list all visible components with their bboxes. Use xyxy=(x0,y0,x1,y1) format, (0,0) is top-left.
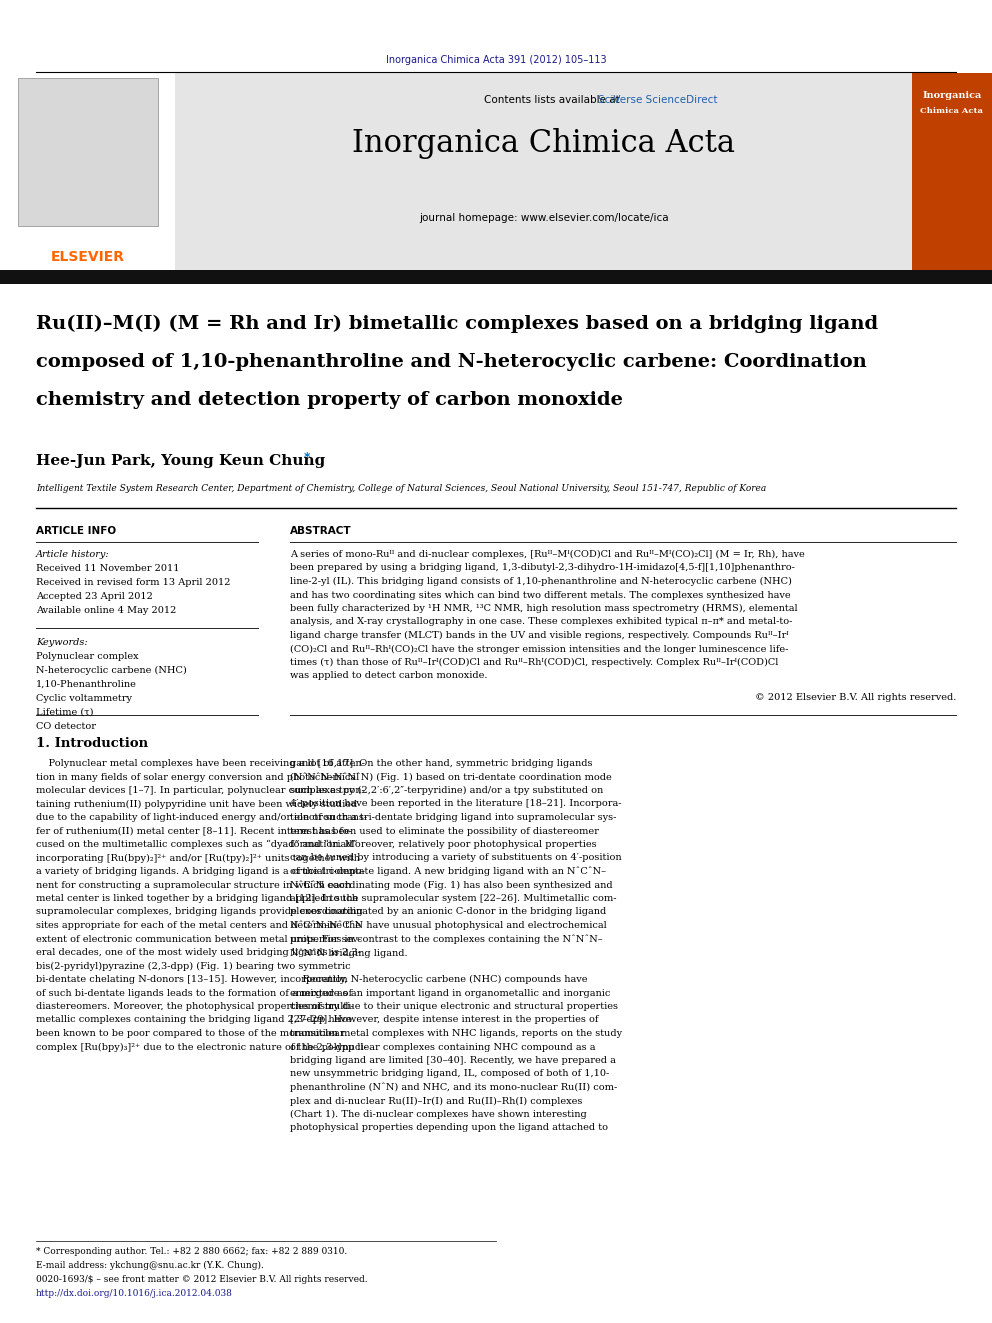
Text: bi-dentate chelating N-donors [13–15]. However, incorporation: bi-dentate chelating N-donors [13–15]. H… xyxy=(36,975,347,984)
Text: Inorganica Chimica Acta 391 (2012) 105–113: Inorganica Chimica Acta 391 (2012) 105–1… xyxy=(386,56,606,65)
Text: Polynuclear metal complexes have been receiving a lot of atten-: Polynuclear metal complexes have been re… xyxy=(36,759,365,767)
Text: Available online 4 May 2012: Available online 4 May 2012 xyxy=(36,606,177,615)
Text: properties in contrast to the complexes containing the NˆNˆN–: properties in contrast to the complexes … xyxy=(290,934,602,945)
Text: Received in revised form 13 April 2012: Received in revised form 13 April 2012 xyxy=(36,578,230,587)
Text: Inorganica Chimica Acta: Inorganica Chimica Acta xyxy=(352,128,735,159)
Text: Ru(II)–M(I) (M = Rh and Ir) bimetallic complexes based on a bridging ligand: Ru(II)–M(I) (M = Rh and Ir) bimetallic c… xyxy=(36,315,878,333)
Text: of the polynuclear complexes containing NHC compound as a: of the polynuclear complexes containing … xyxy=(290,1043,595,1052)
Text: due to the capability of light-induced energy and/or electron trans-: due to the capability of light-induced e… xyxy=(36,814,367,822)
Text: CO detector: CO detector xyxy=(36,722,96,732)
Text: molecular devices [1–7]. In particular, polynuclear complexes con-: molecular devices [1–7]. In particular, … xyxy=(36,786,365,795)
Text: of such bi-dentate ligands leads to the formation of a mixture of: of such bi-dentate ligands leads to the … xyxy=(36,988,352,998)
Text: Recently, N-heterocyclic carbene (NHC) compounds have: Recently, N-heterocyclic carbene (NHC) c… xyxy=(290,975,587,984)
Text: nent for constructing a supramolecular structure in which each: nent for constructing a supramolecular s… xyxy=(36,881,351,889)
Text: been prepared by using a bridging ligand, 1,3-dibutyl-2,3-dihydro-1H-imidazo[4,5: been prepared by using a bridging ligand… xyxy=(290,564,795,573)
Text: NˆCˆN–NˆCˆN have unusual photophysical and electrochemical: NˆCˆN–NˆCˆN have unusual photophysical a… xyxy=(290,921,607,930)
Text: (CO)₂Cl and Ruᴵᴵ–Rhᴵ(CO)₂Cl have the stronger emission intensities and the longe: (CO)₂Cl and Ruᴵᴵ–Rhᴵ(CO)₂Cl have the str… xyxy=(290,644,789,654)
Text: taining ruthenium(II) polypyridine unit have been widely studied: taining ruthenium(II) polypyridine unit … xyxy=(36,799,357,808)
Text: transition metal complexes with NHC ligands, reports on the study: transition metal complexes with NHC liga… xyxy=(290,1029,622,1039)
Bar xyxy=(18,78,158,226)
Text: SciVerse ScienceDirect: SciVerse ScienceDirect xyxy=(598,95,718,105)
Text: ABSTRACT: ABSTRACT xyxy=(290,527,351,536)
Text: N-heterocyclic carbene (NHC): N-heterocyclic carbene (NHC) xyxy=(36,665,186,675)
Text: and has two coordinating sites which can bind two different metals. The complexe: and has two coordinating sites which can… xyxy=(290,590,791,599)
Text: line-2-yl (IL). This bridging ligand consists of 1,10-phenanthroline and N-heter: line-2-yl (IL). This bridging ligand con… xyxy=(290,577,792,586)
Text: metallic complexes containing the bridging ligand 2,3-dpp have: metallic complexes containing the bridgi… xyxy=(36,1016,351,1024)
Text: photophysical properties depending upon the ligand attached to: photophysical properties depending upon … xyxy=(290,1123,608,1132)
Text: journal homepage: www.elsevier.com/locate/ica: journal homepage: www.elsevier.com/locat… xyxy=(419,213,669,224)
Text: emerged as an important ligand in organometallic and inorganic: emerged as an important ligand in organo… xyxy=(290,988,610,998)
Text: ARTICLE INFO: ARTICLE INFO xyxy=(36,527,116,536)
Text: such as a tpy (2,2′:6′,2″-terpyridine) and/or a tpy substituted on: such as a tpy (2,2′:6′,2″-terpyridine) a… xyxy=(290,786,603,795)
Text: eral decades, one of the most widely used bridging ligands is 2,3-: eral decades, one of the most widely use… xyxy=(36,949,361,957)
Text: diastereomers. Moreover, the photophysical properties of multi-: diastereomers. Moreover, the photophysic… xyxy=(36,1002,353,1011)
Text: cused on the multimetallic complexes such as “dyad” and “triad”: cused on the multimetallic complexes suc… xyxy=(36,840,357,849)
Text: chemistry and detection property of carbon monoxide: chemistry and detection property of carb… xyxy=(36,392,623,409)
Text: ligand charge transfer (MLCT) bands in the UV and visible regions, respectively.: ligand charge transfer (MLCT) bands in t… xyxy=(290,631,789,640)
Text: NˆNˆN bridging ligand.: NˆNˆN bridging ligand. xyxy=(290,949,408,958)
Text: complex [Ru(bpy)₃]²⁺ due to the electronic nature of the 2,3-dpp li-: complex [Ru(bpy)₃]²⁺ due to the electron… xyxy=(36,1043,367,1052)
Text: http://dx.doi.org/10.1016/j.ica.2012.04.038: http://dx.doi.org/10.1016/j.ica.2012.04.… xyxy=(36,1289,233,1298)
Text: ELSEVIER: ELSEVIER xyxy=(51,250,125,265)
Text: fer of ruthenium(II) metal center [8–11]. Recent interest has fo-: fer of ruthenium(II) metal center [8–11]… xyxy=(36,827,352,836)
Text: new unsymmetric bridging ligand, IL, composed of both of 1,10-: new unsymmetric bridging ligand, IL, com… xyxy=(290,1069,609,1078)
Text: (Chart 1). The di-nuclear complexes have shown interesting: (Chart 1). The di-nuclear complexes have… xyxy=(290,1110,586,1119)
Text: Contents lists available at: Contents lists available at xyxy=(483,95,623,105)
Text: been fully characterized by ¹H NMR, ¹³C NMR, high resolution mass spectrometry (: been fully characterized by ¹H NMR, ¹³C … xyxy=(290,605,798,613)
Text: 4′-position have been reported in the literature [18–21]. Incorpora-: 4′-position have been reported in the li… xyxy=(290,799,622,808)
Text: gand [16,17]. On the other hand, symmetric bridging ligands: gand [16,17]. On the other hand, symmetr… xyxy=(290,759,592,767)
Text: Cyclic voltammetry: Cyclic voltammetry xyxy=(36,695,132,703)
Bar xyxy=(175,73,912,270)
Text: Chimica Acta: Chimica Acta xyxy=(921,107,983,115)
Text: tion in many fields of solar energy conversion and photochemical: tion in many fields of solar energy conv… xyxy=(36,773,359,782)
Text: of the tri-dentate ligand. A new bridging ligand with an NˆCˆN–: of the tri-dentate ligand. A new bridgin… xyxy=(290,867,606,877)
Text: times (τ) than those of Ruᴵᴵ–Irᴵ(COD)Cl and Ruᴵᴵ–Rhᴵ(COD)Cl, respectively. Compl: times (τ) than those of Ruᴵᴵ–Irᴵ(COD)Cl … xyxy=(290,658,779,667)
Text: Keywords:: Keywords: xyxy=(36,638,87,647)
Text: analysis, and X-ray crystallography in one case. These complexes exhibited typic: analysis, and X-ray crystallography in o… xyxy=(290,618,793,627)
Text: was applied to detect carbon monoxide.: was applied to detect carbon monoxide. xyxy=(290,672,487,680)
Text: chemistry due to their unique electronic and structural properties: chemistry due to their unique electronic… xyxy=(290,1002,618,1011)
Text: Inorganica: Inorganica xyxy=(923,91,982,101)
Text: Hee-Jun Park, Young Keun Chung: Hee-Jun Park, Young Keun Chung xyxy=(36,454,325,468)
Text: supramolecular complexes, bridging ligands provide coordinating: supramolecular complexes, bridging ligan… xyxy=(36,908,363,917)
Text: A series of mono-Ruᴵᴵ and di-nuclear complexes, [Ruᴵᴵ–Mᴵ(COD)Cl and Ruᴵᴵ–Mᴵ(CO)₂: A series of mono-Ruᴵᴵ and di-nuclear com… xyxy=(290,550,805,560)
Text: tem has been used to eliminate the possibility of diastereomer: tem has been used to eliminate the possi… xyxy=(290,827,599,836)
Text: plex and di-nuclear Ru(II)–Ir(I) and Ru(II)–Rh(I) complexes: plex and di-nuclear Ru(II)–Ir(I) and Ru(… xyxy=(290,1097,582,1106)
Text: bridging ligand are limited [30–40]. Recently, we have prepared a: bridging ligand are limited [30–40]. Rec… xyxy=(290,1056,616,1065)
Bar xyxy=(912,73,992,270)
Text: bis(2-pyridyl)pyrazine (2,3-dpp) (Fig. 1) bearing two symmetric: bis(2-pyridyl)pyrazine (2,3-dpp) (Fig. 1… xyxy=(36,962,350,971)
Text: extent of electronic communication between metal units. For sev-: extent of electronic communication betwe… xyxy=(36,934,361,943)
Text: [27–29]. However, despite intense interest in the properties of: [27–29]. However, despite intense intere… xyxy=(290,1016,598,1024)
Text: Received 11 November 2011: Received 11 November 2011 xyxy=(36,564,180,573)
Bar xyxy=(0,270,992,284)
Text: © 2012 Elsevier B.V. All rights reserved.: © 2012 Elsevier B.V. All rights reserved… xyxy=(755,693,956,703)
Text: Lifetime (τ): Lifetime (τ) xyxy=(36,708,93,717)
Text: formation. Moreover, relatively poor photophysical properties: formation. Moreover, relatively poor pho… xyxy=(290,840,596,849)
Text: Polynuclear complex: Polynuclear complex xyxy=(36,652,139,662)
Text: (NˆNˆN–NˆNˆN) (Fig. 1) based on tri-dentate coordination mode: (NˆNˆN–NˆNˆN) (Fig. 1) based on tri-dent… xyxy=(290,773,612,782)
Text: tion of such a tri-dentate bridging ligand into supramolecular sys-: tion of such a tri-dentate bridging liga… xyxy=(290,814,616,822)
Text: incorporating [Ru(bpy)₂]²⁺ and/or [Ru(tpy)₂]²⁺ units together with: incorporating [Ru(bpy)₂]²⁺ and/or [Ru(tp… xyxy=(36,853,360,863)
Text: E-mail address: ykchung@snu.ac.kr (Y.K. Chung).: E-mail address: ykchung@snu.ac.kr (Y.K. … xyxy=(36,1261,264,1270)
Text: 0020-1693/$ – see front matter © 2012 Elsevier B.V. All rights reserved.: 0020-1693/$ – see front matter © 2012 El… xyxy=(36,1275,368,1285)
Text: NˆCˆN coordinating mode (Fig. 1) has also been synthesized and: NˆCˆN coordinating mode (Fig. 1) has als… xyxy=(290,881,613,890)
Text: applied to the supramolecular system [22–26]. Multimetallic com-: applied to the supramolecular system [22… xyxy=(290,894,616,904)
Text: phenanthroline (NˆN) and NHC, and its mono-nuclear Ru(II) com-: phenanthroline (NˆN) and NHC, and its mo… xyxy=(290,1084,617,1093)
Text: metal center is linked together by a bridging ligand [12]. In such: metal center is linked together by a bri… xyxy=(36,894,358,904)
Text: been known to be poor compared to those of the mononuclear: been known to be poor compared to those … xyxy=(36,1029,344,1039)
Text: a variety of bridging ligands. A bridging ligand is a crucial compo-: a variety of bridging ligands. A bridgin… xyxy=(36,867,365,876)
Text: * Corresponding author. Tel.: +82 2 880 6662; fax: +82 2 889 0310.: * Corresponding author. Tel.: +82 2 880 … xyxy=(36,1248,347,1256)
Text: 1,10-Phenanthroline: 1,10-Phenanthroline xyxy=(36,680,137,689)
Text: Article history:: Article history: xyxy=(36,550,110,560)
Text: Intelligent Textile System Research Center, Department of Chemistry, College of : Intelligent Textile System Research Cent… xyxy=(36,484,766,493)
Text: Accepted 23 April 2012: Accepted 23 April 2012 xyxy=(36,591,153,601)
Text: plexes coordinated by an anionic C-donor in the bridging ligand: plexes coordinated by an anionic C-donor… xyxy=(290,908,606,917)
Text: *: * xyxy=(304,451,310,464)
Text: composed of 1,10-phenanthroline and N-heterocyclic carbene: Coordination: composed of 1,10-phenanthroline and N-he… xyxy=(36,353,867,370)
Bar xyxy=(0,73,175,270)
Text: 1. Introduction: 1. Introduction xyxy=(36,737,148,750)
Text: sites appropriate for each of the metal centers and determine the: sites appropriate for each of the metal … xyxy=(36,921,361,930)
Text: can be tuned by introducing a variety of substituents on 4′-position: can be tuned by introducing a variety of… xyxy=(290,853,622,863)
